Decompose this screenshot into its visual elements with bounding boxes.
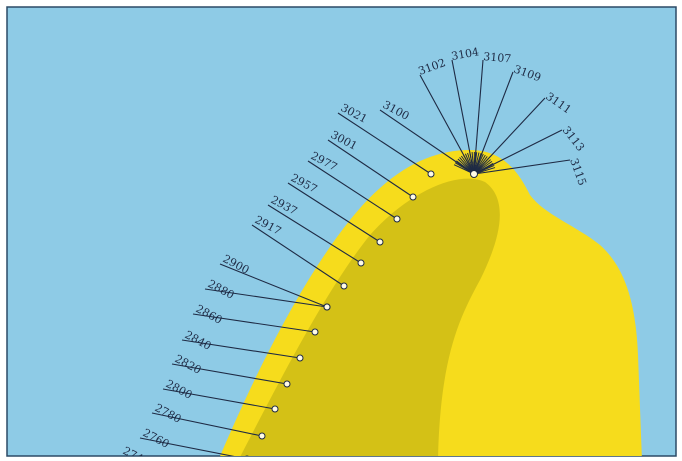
peak-marker-2937 [357, 259, 365, 267]
peak-marker-2900 [323, 303, 331, 311]
leader-line-2977 [307, 160, 398, 220]
leader-line-2880 [204, 288, 328, 308]
leader-line-2937 [267, 204, 362, 264]
leader-line-2840 [181, 339, 301, 359]
leader-line-3100 [379, 109, 475, 175]
peak-marker-3021 [427, 170, 435, 178]
leader-line-2900 [219, 263, 328, 308]
fan-line-3109 [473, 71, 514, 175]
peak-marker-2977 [393, 215, 401, 223]
leader-line-2957 [287, 182, 381, 243]
fan-line-3107 [473, 59, 484, 175]
peak-marker-2780 [258, 432, 266, 440]
peak-marker-2800 [271, 405, 279, 413]
fan-line-3113 [473, 129, 563, 175]
leader-line-2760 [139, 437, 235, 456]
peak-marker-2840 [296, 354, 304, 362]
leader-lines [139, 59, 571, 456]
summit-marker [470, 170, 478, 178]
fan-line-3115 [473, 159, 571, 175]
elevation-label-3104: 3104 [450, 45, 480, 63]
peak-marker-2957 [376, 238, 384, 246]
leader-line-3001 [327, 139, 414, 198]
peak-markers [245, 170, 435, 456]
mountain-shadow [240, 178, 500, 456]
peak-marker-3001 [409, 193, 417, 201]
peak-marker-2820 [283, 380, 291, 388]
leader-line-2860 [192, 313, 316, 333]
leader-line-3021 [337, 112, 432, 175]
leader-line-2800 [162, 388, 276, 410]
leader-line-2820 [171, 363, 288, 385]
elevation-label-partial: 2740 [121, 444, 152, 461]
leader-line-2780 [151, 412, 263, 437]
peak-marker-2860 [311, 328, 319, 336]
elevation-label-3107: 3107 [483, 50, 512, 65]
leader-line-2917 [251, 224, 345, 287]
peak-marker-2917 [340, 282, 348, 290]
